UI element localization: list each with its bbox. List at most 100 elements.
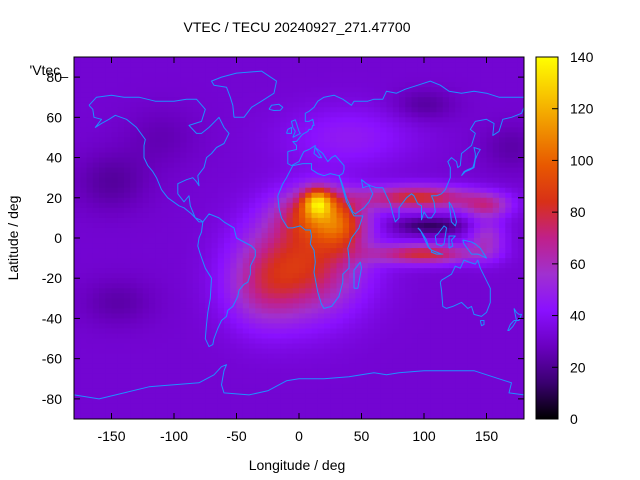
heatmap-cell [380, 177, 388, 184]
heatmap-cell [324, 398, 331, 405]
heatmap-cell [155, 298, 163, 304]
heatmap-cell [286, 177, 294, 184]
heatmap-cell [367, 117, 375, 123]
heatmap-cell [486, 212, 494, 219]
heatmap-cell [361, 182, 369, 189]
heatmap-cell [80, 57, 88, 63]
heatmap-cell [155, 167, 163, 174]
heatmap-cell [230, 92, 238, 98]
heatmap-cell [336, 232, 344, 239]
heatmap-cell [111, 102, 119, 108]
heatmap-cell [505, 77, 513, 83]
heatmap-cell [155, 323, 163, 330]
heatmap-cell [242, 293, 250, 299]
heatmap-cell [311, 112, 319, 118]
heatmap-cell [230, 373, 238, 380]
heatmap-cell [111, 333, 119, 340]
heatmap-cell [274, 212, 281, 219]
heatmap-cell [161, 67, 169, 73]
heatmap-cell [367, 363, 375, 370]
heatmap-cell [330, 298, 338, 304]
heatmap-cell [149, 212, 156, 219]
heatmap-cell [436, 328, 444, 335]
heatmap-cell [424, 112, 431, 118]
heatmap-cell [242, 238, 250, 244]
heatmap-cell [111, 167, 119, 174]
heatmap-cell [424, 293, 431, 299]
heatmap-cell [280, 232, 288, 239]
heatmap-cell [405, 222, 413, 229]
heatmap-cell [286, 353, 294, 360]
heatmap-cell [261, 248, 269, 254]
heatmap-cell [149, 278, 156, 284]
heatmap-cell [436, 323, 444, 330]
heatmap-cell [511, 368, 519, 375]
heatmap-cell [236, 348, 244, 355]
heatmap-cell [430, 62, 438, 68]
heatmap-cell [117, 192, 125, 199]
heatmap-cell [380, 77, 388, 83]
heatmap-cell [230, 288, 238, 294]
heatmap-cell [467, 273, 475, 279]
heatmap-cell [167, 243, 175, 249]
heatmap-cell [230, 132, 238, 139]
heatmap-cell [311, 353, 319, 360]
heatmap-cell [224, 353, 231, 360]
heatmap-cell [117, 227, 125, 234]
heatmap-cell [361, 212, 369, 219]
heatmap-cell [349, 333, 356, 340]
heatmap-cell [486, 353, 494, 360]
heatmap-cell [186, 67, 194, 73]
heatmap-cell [324, 368, 331, 375]
heatmap-cell [424, 192, 431, 199]
heatmap-cell [274, 147, 281, 154]
heatmap-cell [349, 172, 356, 179]
heatmap-cell [461, 293, 469, 299]
heatmap-cell [499, 238, 506, 244]
heatmap-cell [361, 152, 369, 159]
heatmap-cell [442, 152, 450, 159]
heatmap-cell [467, 152, 475, 159]
heatmap-cell [374, 258, 381, 264]
heatmap-cell [174, 313, 181, 320]
heatmap-cell [467, 162, 475, 169]
heatmap-cell [342, 62, 350, 68]
heatmap-cell [411, 338, 419, 345]
heatmap-cell [117, 82, 125, 88]
heatmap-cell [386, 197, 394, 204]
heatmap-cell [280, 57, 288, 63]
heatmap-cell [499, 87, 506, 93]
heatmap-cell [299, 248, 306, 254]
heatmap-cell [505, 258, 513, 264]
heatmap-cell [392, 293, 400, 299]
heatmap-cell [161, 338, 169, 345]
heatmap-cell [224, 227, 231, 234]
heatmap-cell [174, 253, 181, 259]
heatmap-cell [236, 248, 244, 254]
heatmap-cell [417, 162, 425, 169]
heatmap-cell [355, 368, 363, 375]
heatmap-cell [461, 187, 469, 194]
heatmap-cell [405, 353, 413, 360]
heatmap-cell [286, 202, 294, 209]
heatmap-cell [486, 112, 494, 118]
heatmap-cell [286, 238, 294, 244]
heatmap-cell [461, 182, 469, 189]
heatmap-cell [280, 147, 288, 154]
heatmap-cell [517, 182, 524, 189]
heatmap-cell [455, 172, 463, 179]
heatmap-cell [255, 273, 263, 279]
heatmap-cell [455, 258, 463, 264]
heatmap-cell [186, 137, 194, 144]
heatmap-cell [180, 67, 188, 73]
heatmap-cell [436, 77, 444, 83]
heatmap-cell [255, 152, 263, 159]
heatmap-cell [405, 238, 413, 244]
heatmap-cell [249, 102, 256, 108]
heatmap-cell [105, 112, 113, 118]
heatmap-cell [230, 102, 238, 108]
heatmap-cell [486, 147, 494, 154]
heatmap-cell [242, 147, 250, 154]
heatmap-cell [380, 202, 388, 209]
heatmap-cell [105, 333, 113, 340]
